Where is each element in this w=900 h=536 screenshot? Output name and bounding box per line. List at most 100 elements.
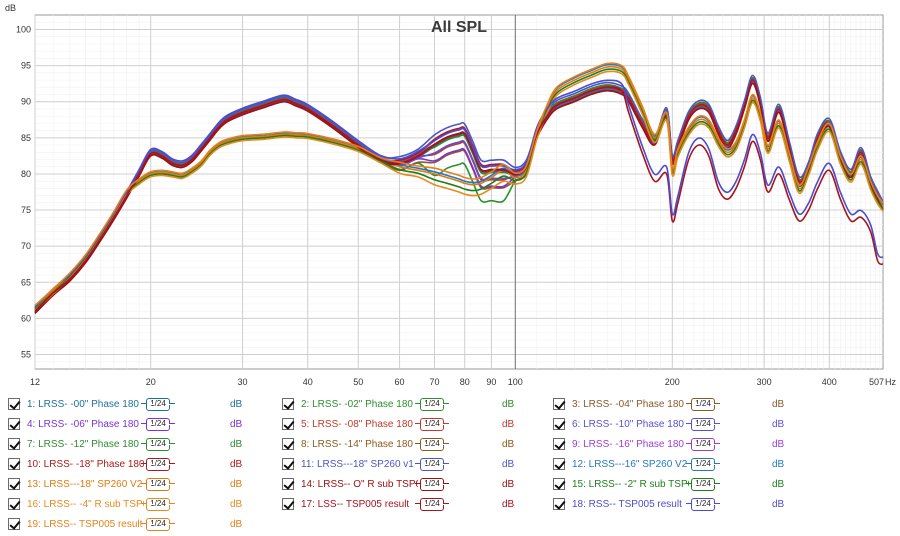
x-tick-label: 60	[395, 377, 405, 387]
legend-checkbox[interactable]	[553, 498, 565, 510]
smoothing-button[interactable]: 1/24	[141, 437, 175, 451]
x-tick-label: 100	[508, 377, 523, 387]
x-tick-label: 80	[460, 377, 470, 387]
legend-item[interactable]: 5: LRSS- -08" Phase 180 1/24	[282, 415, 449, 433]
smoothing-button[interactable]: 1/24	[415, 397, 449, 411]
legend: 1: LRSS- -00" Phase 180 1/24 dB 2: LRSS- -0…	[0, 392, 900, 532]
legend-checkbox[interactable]	[8, 398, 20, 410]
x-tick-label: 200	[665, 377, 680, 387]
legend-label: 9: LRSS- -16" Phase 180	[572, 438, 684, 450]
smoothing-button[interactable]: 1/24	[686, 477, 720, 491]
legend-item[interactable]: 9: LRSS- -16" Phase 180 1/24	[553, 435, 720, 453]
legend-item[interactable]: 14: LRSS-- O" R sub TSP0 1/24	[282, 475, 449, 493]
y-tick-label: 70	[21, 241, 31, 251]
legend-label: 19: LRSS-- TSP005 result	[27, 518, 143, 530]
legend-label: 11: LRSS---18" SP260 v1	[301, 458, 414, 470]
y-tick-label: 95	[21, 61, 31, 71]
legend-checkbox[interactable]	[553, 418, 565, 430]
legend-item[interactable]: 15: LRSS-- -2" R sub TSP0 1/24	[553, 475, 720, 493]
smoothing-button[interactable]: 1/24	[686, 497, 720, 511]
legend-unit: dB	[772, 418, 785, 430]
smoothing-button[interactable]: 1/24	[141, 477, 175, 491]
x-unit-label: Hz	[885, 377, 896, 387]
x-tick-label: 50	[353, 377, 363, 387]
legend-item[interactable]: 16: LRSS-- -4" R sub TSP0 1/24	[8, 495, 175, 513]
legend-checkbox[interactable]	[553, 398, 565, 410]
legend-checkbox[interactable]	[8, 418, 20, 430]
legend-item[interactable]: 18: RSS-- TSP005 result 1/24	[553, 495, 720, 513]
legend-unit: dB	[502, 418, 515, 430]
series-line-15[interactable]	[34, 68, 884, 310]
y-axis-label: dB	[5, 3, 16, 13]
series-line-18[interactable]	[34, 79, 884, 308]
legend-item[interactable]: 4: LRSS- -06" Phase 180 1/24	[8, 415, 175, 433]
legend-label: 8: LRSS- -14" Phase 180	[301, 438, 413, 450]
legend-item[interactable]: 7: LRSS- -12" Phase 180 1/24	[8, 435, 175, 453]
legend-label: 16: LRSS-- -4" R sub TSP0	[27, 498, 144, 510]
legend-checkbox[interactable]	[282, 438, 294, 450]
legend-checkbox[interactable]	[282, 458, 294, 470]
legend-unit: dB	[502, 458, 515, 470]
legend-item[interactable]: 3: LRSS- -04" Phase 180 1/24	[553, 395, 720, 413]
y-tick-label: 100	[16, 24, 31, 34]
x-end-label: 507	[869, 377, 884, 387]
smoothing-button[interactable]: 1/24	[141, 517, 175, 531]
legend-checkbox[interactable]	[282, 498, 294, 510]
smoothing-button[interactable]: 1/24	[141, 397, 175, 411]
legend-item[interactable]: 2: LRSS- -02" Phase 180 1/24	[282, 395, 449, 413]
legend-checkbox[interactable]	[8, 518, 20, 530]
legend-unit: dB	[230, 478, 243, 490]
legend-checkbox[interactable]	[553, 438, 565, 450]
legend-unit: dB	[772, 498, 785, 510]
legend-checkbox[interactable]	[553, 458, 565, 470]
series-line-16[interactable]	[34, 70, 884, 312]
legend-item[interactable]: 17: LSS-- TSP005 result 1/24	[282, 495, 449, 513]
smoothing-button[interactable]: 1/24	[415, 457, 449, 471]
legend-item[interactable]: 8: LRSS- -14" Phase 180 1/24	[282, 435, 449, 453]
x-tick-label: 300	[757, 377, 772, 387]
x-tick-label: 90	[486, 377, 496, 387]
spl-chart: dB 55 60 65 70 75 80 85 90 95 100 12 20 30 40 50 60 70 8…	[5, 3, 896, 387]
legend-checkbox[interactable]	[8, 438, 20, 450]
y-tick-label: 90	[21, 97, 31, 107]
legend-checkbox[interactable]	[8, 478, 20, 490]
smoothing-button[interactable]: 1/24	[686, 417, 720, 431]
legend-unit: dB	[230, 418, 243, 430]
series-line-13[interactable]	[34, 65, 884, 309]
smoothing-button[interactable]: 1/24	[141, 417, 175, 431]
legend-checkbox[interactable]	[282, 478, 294, 490]
legend-label: 7: LRSS- -12" Phase 180	[27, 438, 139, 450]
legend-label: 13: LRSS---18" SP260 V2	[27, 478, 143, 490]
smoothing-button[interactable]: 1/24	[141, 497, 175, 511]
legend-label: 18: RSS-- TSP005 result	[572, 498, 682, 510]
smoothing-button[interactable]: 1/24	[686, 397, 720, 411]
smoothing-button[interactable]: 1/24	[415, 477, 449, 491]
legend-checkbox[interactable]	[8, 498, 20, 510]
y-tick-label: 55	[21, 350, 31, 360]
y-tick-label: 80	[21, 169, 31, 179]
smoothing-button[interactable]: 1/24	[141, 457, 175, 471]
x-tick-label: 40	[303, 377, 313, 387]
legend-checkbox[interactable]	[8, 458, 20, 470]
series-line-11[interactable]	[34, 74, 884, 309]
legend-item[interactable]: 11: LRSS---18" SP260 v1 1/24	[282, 455, 449, 473]
legend-checkbox[interactable]	[282, 418, 294, 430]
x-tick-label: 30	[238, 377, 248, 387]
series-line-19[interactable]	[34, 62, 884, 306]
legend-item[interactable]: 12: LRSS---16" SP260 V2 1/24	[553, 455, 720, 473]
legend-unit: dB	[230, 498, 243, 510]
legend-label: 6: LRSS- -10" Phase 180	[572, 418, 684, 430]
smoothing-button[interactable]: 1/24	[686, 437, 720, 451]
legend-item[interactable]: 6: LRSS- -10" Phase 180 1/24	[553, 415, 720, 433]
smoothing-button[interactable]: 1/24	[686, 457, 720, 471]
legend-item[interactable]: 19: LRSS-- TSP005 result 1/24	[8, 515, 175, 533]
smoothing-button[interactable]: 1/24	[415, 417, 449, 431]
legend-item[interactable]: 1: LRSS- -00" Phase 180 1/24	[8, 395, 175, 413]
smoothing-button[interactable]: 1/24	[415, 437, 449, 451]
legend-checkbox[interactable]	[553, 478, 565, 490]
legend-label: 3: LRSS- -04" Phase 180	[572, 398, 684, 410]
smoothing-button[interactable]: 1/24	[415, 497, 449, 511]
legend-item[interactable]: 13: LRSS---18" SP260 V2 1/24	[8, 475, 175, 493]
legend-checkbox[interactable]	[282, 398, 294, 410]
legend-item[interactable]: 10: LRSS- -18" Phase 180 1/24	[8, 455, 175, 473]
